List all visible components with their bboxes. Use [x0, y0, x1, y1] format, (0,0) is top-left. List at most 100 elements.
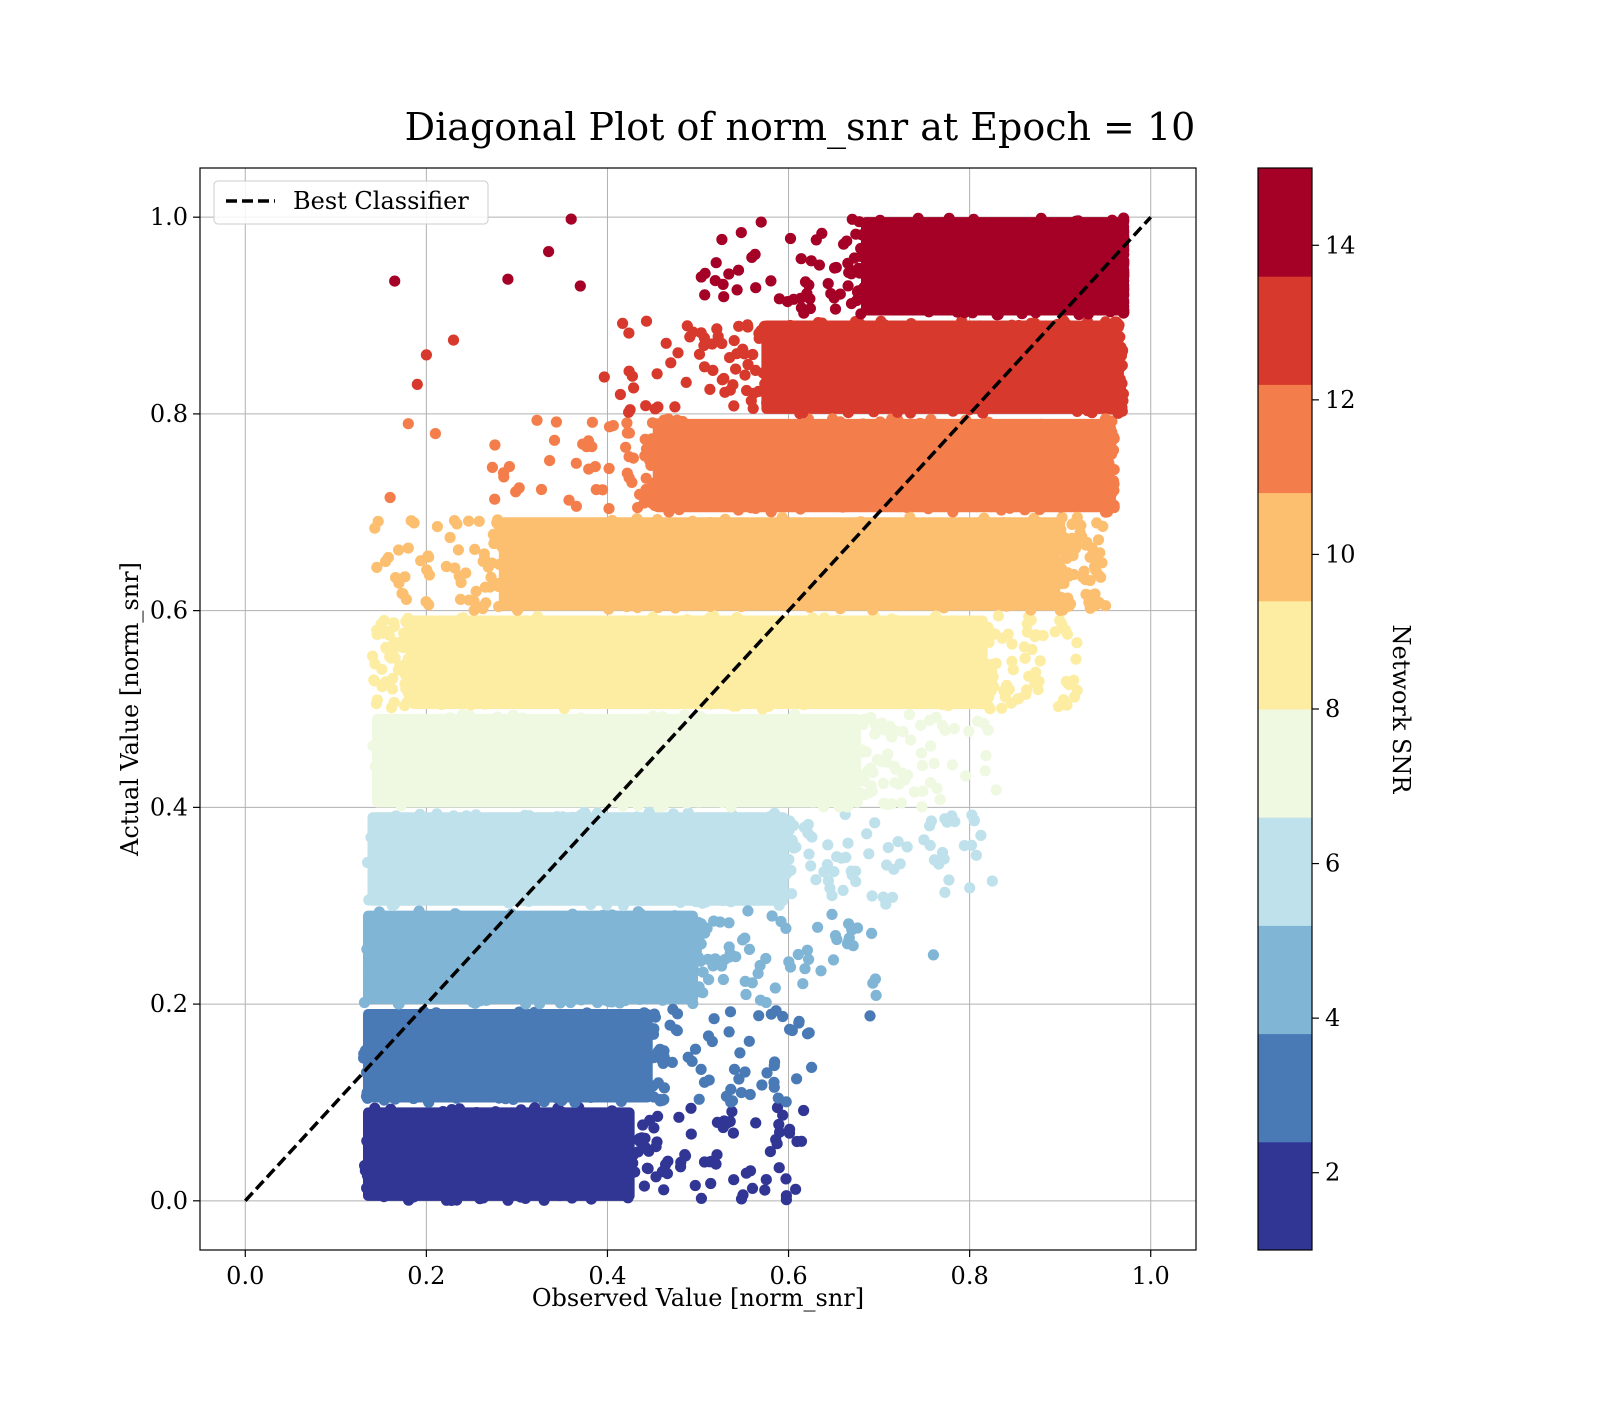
scatter-point: [680, 376, 692, 388]
scatter-point: [964, 393, 976, 405]
scatter-point: [470, 823, 482, 835]
scatter-point: [375, 1036, 387, 1048]
scatter-point: [1081, 496, 1093, 508]
scatter-point: [693, 796, 705, 808]
scatter-point: [735, 534, 747, 546]
scatter-point: [875, 315, 887, 327]
scatter-point: [490, 692, 502, 704]
scatter-point: [563, 1113, 575, 1126]
scatter-point: [486, 1036, 498, 1048]
scatter-point: [565, 673, 578, 686]
scatter-point: [1096, 286, 1108, 299]
scatter-point: [1081, 345, 1093, 357]
scatter-point: [665, 776, 677, 788]
scatter-point: [747, 731, 759, 743]
scatter-point: [880, 898, 892, 910]
scatter-point: [1099, 316, 1112, 328]
scatter-point: [743, 598, 755, 610]
scatter-point: [675, 728, 687, 740]
scatter-point: [542, 1020, 554, 1032]
scatter-point: [680, 797, 693, 809]
scatter-point: [428, 1058, 440, 1070]
scatter-point: [1055, 572, 1067, 584]
scatter-point: [678, 693, 690, 705]
scatter-point: [425, 664, 437, 676]
scatter-point: [807, 796, 819, 808]
scatter-point: [423, 599, 435, 611]
scatter-point: [707, 364, 719, 376]
scatter-point: [865, 780, 877, 792]
scatter-point: [415, 942, 427, 954]
scatter-point: [726, 1106, 738, 1118]
scatter-point: [795, 302, 808, 314]
scatter-point: [924, 422, 936, 434]
scatter-point: [798, 821, 811, 834]
scatter-point: [857, 588, 869, 600]
scatter-point: [731, 612, 743, 624]
scatter-point: [373, 906, 385, 918]
scatter-point: [480, 837, 492, 849]
scatter-point: [710, 257, 722, 269]
scatter-point: [495, 654, 507, 666]
scatter-point: [1020, 273, 1033, 285]
scatter-point: [828, 866, 840, 878]
scatter-point: [783, 330, 795, 342]
scatter-point: [839, 628, 851, 640]
scatter-point: [855, 326, 868, 338]
scatter-point: [804, 601, 816, 613]
scatter-point: [742, 905, 754, 917]
scatter-point: [547, 910, 559, 922]
scatter-point: [763, 719, 776, 731]
scatter-point: [513, 1040, 526, 1052]
scatter-point: [947, 506, 959, 518]
scatter-point: [466, 742, 478, 754]
scatter-point: [653, 684, 666, 697]
scatter-point: [446, 1104, 458, 1116]
scatter-point: [608, 690, 620, 702]
scatter-point: [369, 1102, 381, 1114]
scatter-point: [983, 636, 995, 649]
scatter-point-outlier: [384, 491, 396, 504]
scatter-point: [916, 529, 928, 541]
scatter-point: [933, 337, 945, 349]
scatter-point: [411, 1130, 423, 1142]
scatter-point: [982, 416, 995, 428]
scatter-point: [1059, 624, 1071, 636]
scatter-point: [589, 1149, 601, 1161]
scatter-point: [797, 407, 809, 419]
scatter-point: [452, 910, 464, 922]
scatter-point: [803, 848, 815, 860]
scatter-point: [963, 467, 975, 479]
scatter-point-outlier: [565, 213, 577, 225]
scatter-point: [831, 683, 843, 695]
x-axis-label: Observed Value [norm_snr]: [532, 1284, 864, 1312]
scatter-point: [901, 294, 913, 307]
scatter-point: [400, 985, 412, 997]
scatter-point: [844, 783, 856, 795]
scatter-point: [860, 713, 872, 725]
scatter-point: [798, 668, 811, 680]
scatter-point: [554, 997, 566, 1009]
scatter-point: [1068, 483, 1080, 495]
scatter-point: [797, 345, 809, 357]
scatter-point: [923, 386, 936, 398]
scatter-point: [440, 560, 452, 573]
scatter-point: [450, 986, 462, 999]
y-tick-label: 0.4: [150, 793, 188, 821]
scatter-point: [960, 297, 972, 309]
scatter-point: [690, 896, 702, 908]
scatter-point: [946, 359, 959, 371]
scatter-point: [428, 825, 440, 838]
scatter-point: [896, 364, 908, 376]
scatter-point: [1001, 444, 1013, 456]
scatter-point: [1025, 604, 1037, 616]
scatter-point: [437, 1106, 449, 1118]
scatter-point: [638, 1008, 650, 1020]
scatter-point: [1118, 215, 1130, 227]
scatter-point: [549, 1011, 561, 1023]
scatter-point: [634, 644, 647, 656]
scatter-point: [679, 1149, 691, 1161]
scatter-point: [418, 738, 430, 750]
scatter-point: [584, 771, 596, 783]
scatter-point: [697, 568, 709, 580]
